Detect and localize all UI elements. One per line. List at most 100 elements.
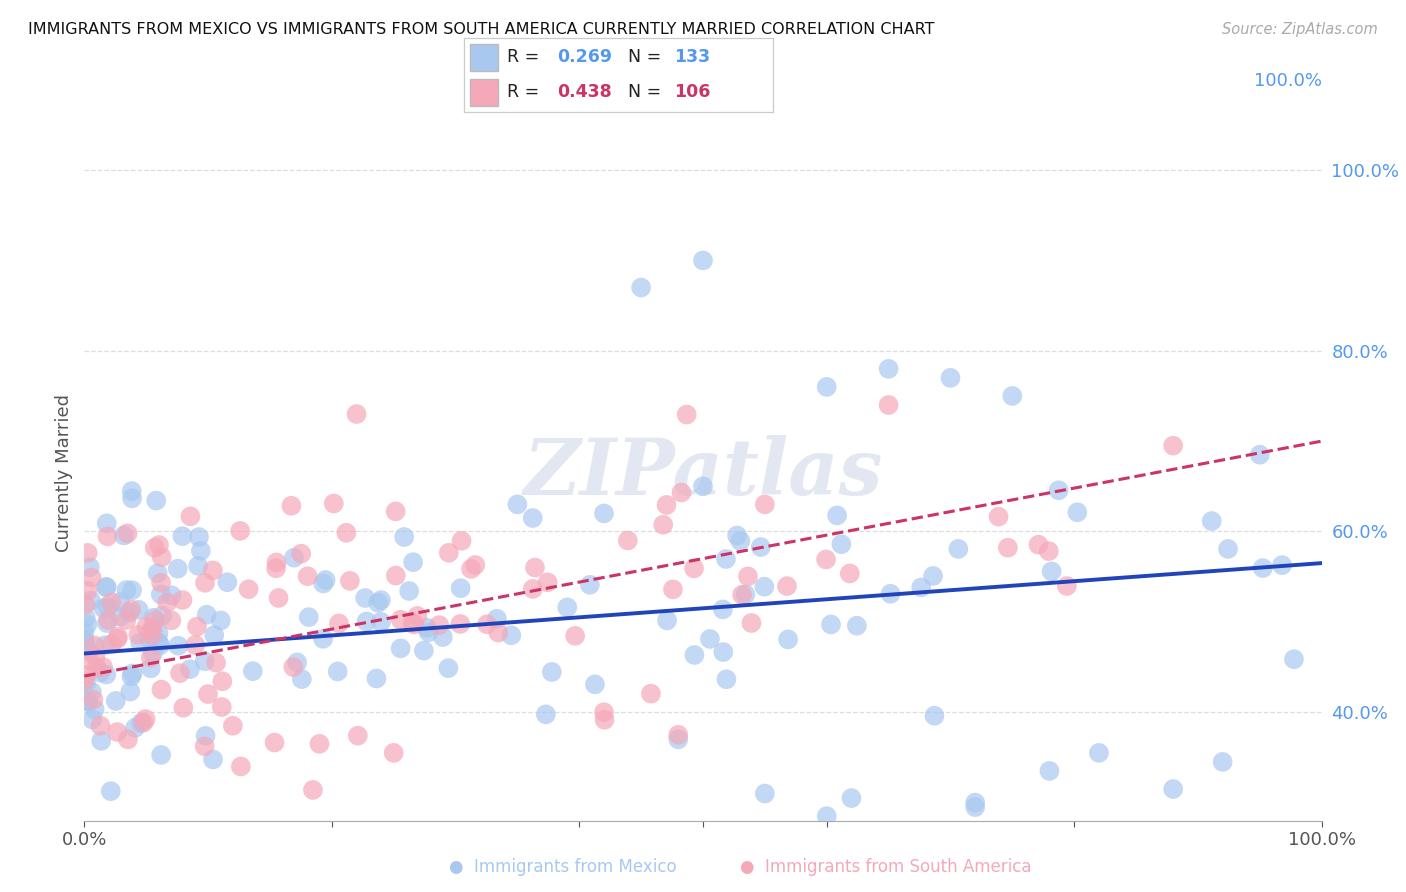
Point [734, 587, 756, 601]
Point [1056, 579, 1078, 593]
Point [139, 661, 162, 675]
Point [754, 787, 776, 801]
Point [339, 574, 361, 588]
Point [100, 784, 122, 798]
Point [146, 566, 169, 581]
Point [83, 639, 105, 653]
Text: N =: N = [628, 84, 666, 102]
Point [965, 796, 987, 810]
Point [190, 544, 212, 558]
Point [924, 708, 946, 723]
Point [1161, 782, 1184, 797]
Point [135, 620, 157, 634]
Text: 0.438: 0.438 [557, 84, 612, 102]
Text: 100.0%: 100.0% [1254, 72, 1322, 90]
Point [283, 550, 305, 565]
Point [141, 628, 163, 642]
Point [754, 497, 776, 511]
FancyBboxPatch shape [470, 79, 498, 105]
Point [910, 581, 932, 595]
Point [112, 528, 135, 542]
Point [209, 614, 232, 628]
Point [121, 484, 143, 499]
Point [285, 656, 308, 670]
Point [315, 573, 337, 587]
Point [370, 593, 392, 607]
Point [418, 625, 440, 640]
Point [366, 672, 388, 686]
Point [80, 685, 103, 699]
Point [1161, 439, 1184, 453]
Point [91, 660, 114, 674]
Point [194, 654, 217, 668]
Point [83, 702, 105, 716]
Point [121, 491, 143, 506]
Point [326, 665, 349, 679]
Point [264, 561, 287, 575]
Point [242, 664, 264, 678]
Point [965, 800, 987, 814]
Point [108, 595, 131, 609]
Point [94, 638, 117, 652]
Point [76, 695, 98, 709]
Point [94, 580, 117, 594]
Point [150, 682, 173, 697]
Point [217, 575, 239, 590]
Point [692, 253, 714, 268]
Point [879, 587, 901, 601]
Point [201, 752, 224, 766]
Text: R =: R = [508, 48, 546, 66]
Point [666, 728, 689, 742]
Point [346, 407, 368, 421]
Point [501, 628, 523, 642]
Point [1047, 483, 1070, 498]
Point [593, 507, 616, 521]
Point [96, 529, 118, 543]
Text: ●  Immigrants from Mexico: ● Immigrants from Mexico [449, 858, 676, 876]
Point [308, 737, 330, 751]
Point [534, 707, 557, 722]
Point [197, 687, 219, 701]
Point [740, 615, 762, 630]
Point [523, 560, 546, 574]
Point [987, 509, 1010, 524]
Point [617, 533, 640, 548]
Point [96, 667, 118, 681]
Point [79, 560, 101, 574]
Point [291, 672, 314, 686]
Point [96, 580, 118, 594]
Point [460, 562, 482, 576]
Point [194, 729, 217, 743]
Point [80, 571, 103, 585]
Point [148, 626, 170, 640]
Point [229, 524, 252, 538]
Text: Source: ZipAtlas.com: Source: ZipAtlas.com [1222, 22, 1378, 37]
Point [76, 583, 98, 598]
Point [120, 602, 142, 616]
Point [506, 497, 529, 511]
Point [356, 615, 378, 629]
Point [127, 628, 149, 642]
Point [406, 609, 429, 624]
Point [666, 732, 689, 747]
Point [169, 666, 191, 681]
Point [142, 622, 165, 636]
Point [583, 677, 606, 691]
Point [297, 569, 319, 583]
Point [105, 725, 128, 739]
Point [312, 632, 335, 646]
Point [148, 635, 170, 649]
Point [107, 632, 129, 646]
Point [401, 615, 423, 630]
Point [172, 700, 194, 714]
Point [1201, 514, 1223, 528]
FancyBboxPatch shape [470, 45, 498, 70]
Point [80, 593, 103, 607]
Point [815, 809, 838, 823]
Point [139, 626, 162, 640]
Point [117, 526, 139, 541]
Point [188, 530, 211, 544]
Point [229, 759, 252, 773]
Point [76, 617, 98, 632]
Point [711, 645, 734, 659]
